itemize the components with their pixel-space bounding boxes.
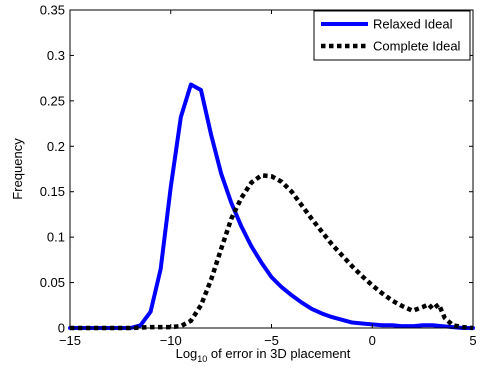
legend-label-relaxed-ideal: Relaxed Ideal (373, 17, 453, 32)
x-axis-label-prefix: Log (176, 346, 198, 361)
y-tick-label: 0.25 (40, 93, 65, 108)
legend-box (313, 10, 471, 61)
legend-label-complete-ideal: Complete Ideal (373, 39, 461, 54)
series-layer (68, 82, 475, 331)
y-tick-label: 0.1 (47, 230, 65, 245)
x-tick-label: −5 (264, 333, 279, 348)
x-axis-label: Log10 of error in 3D placement (176, 346, 351, 364)
y-tick-label: 0.35 (40, 3, 65, 18)
y-tick-label: 0.15 (40, 184, 65, 199)
series-line-relaxed-ideal (68, 82, 475, 330)
x-axis-label-suffix: of error in 3D placement (207, 346, 350, 361)
x-tick-label: −15 (59, 333, 81, 348)
x-tick-label: −10 (160, 333, 182, 348)
y-tick-label: 0 (58, 321, 65, 336)
x-axis-label-subscript: 10 (197, 354, 207, 364)
plot-frame (69, 9, 474, 329)
series-line-complete-ideal (70, 173, 474, 331)
x-tick-label: 0 (369, 333, 376, 348)
legend: Relaxed Ideal Complete Ideal (313, 10, 471, 61)
y-tick-label: 0.2 (47, 139, 65, 154)
x-tick-label: 5 (469, 333, 476, 348)
y-tick-label: 0.3 (47, 48, 65, 63)
y-axis-label: Frequency (10, 138, 25, 200)
y-tick-label: 0.05 (40, 275, 65, 290)
ticks-layer: −15 −10 −5 0 5 0 0.05 0.1 0.15 0.2 0.25 0.3 0.35 (40, 3, 477, 349)
